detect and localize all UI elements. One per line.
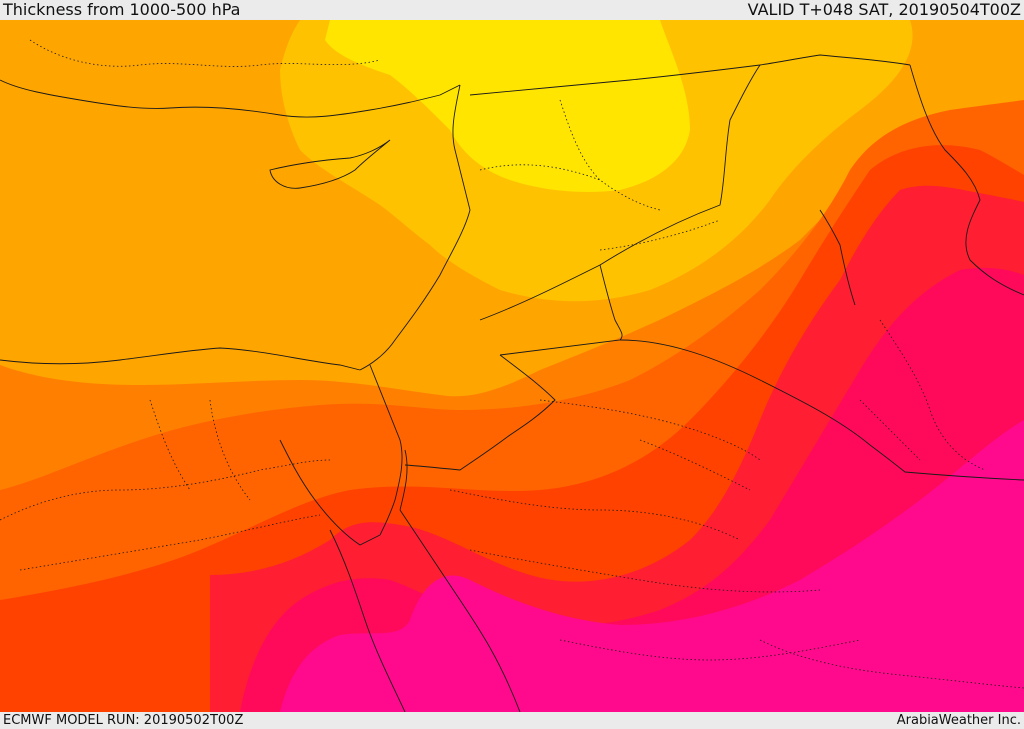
- band-9: [280, 420, 1024, 712]
- admin-borders: [0, 39, 1024, 689]
- map-title: Thickness from 1000-500 hPa: [3, 0, 241, 19]
- coastlines: [0, 54, 1024, 712]
- thickness-map[interactable]: [0, 20, 1024, 712]
- valid-time: VALID T+048 SAT, 20190504T00Z: [747, 0, 1021, 19]
- credit: ArabiaWeather Inc.: [896, 713, 1021, 728]
- model-run: ECMWF MODEL RUN: 20190502T00Z: [3, 713, 244, 728]
- band-1: [325, 20, 690, 192]
- title-bar: Thickness from 1000-500 hPa VALID T+048 …: [0, 0, 1024, 20]
- footer-bar: ECMWF MODEL RUN: 20190502T00Z ArabiaWeat…: [0, 712, 1024, 729]
